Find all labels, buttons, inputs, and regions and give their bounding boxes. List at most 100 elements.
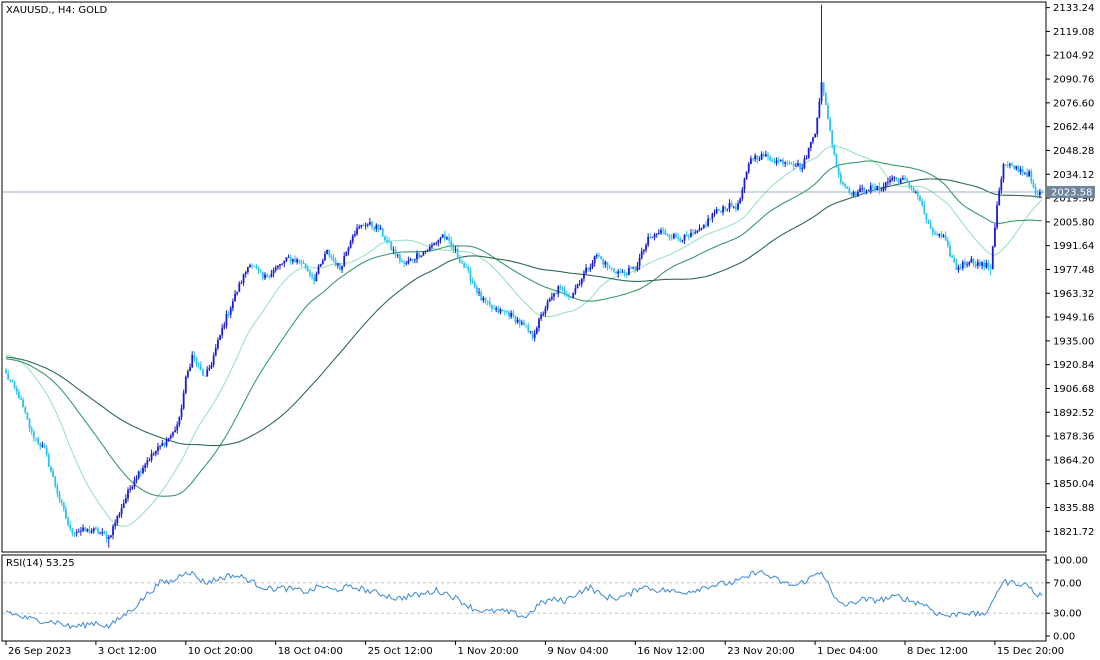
candle-body [824, 92, 827, 106]
time-tick-label: 18 Oct 04:00 [278, 646, 343, 657]
candle-body [737, 203, 739, 210]
candle-body [341, 266, 343, 270]
candle-body [991, 246, 994, 269]
candle-body [865, 190, 868, 192]
candle-body [829, 119, 831, 131]
candle-body [452, 245, 455, 250]
candle-body [281, 263, 284, 265]
candle-body [296, 259, 299, 263]
candle-body [974, 264, 977, 267]
candle-body [876, 186, 879, 191]
candle-body [488, 301, 491, 305]
candle-body [240, 282, 243, 284]
candle-body [107, 536, 110, 540]
candle-body [339, 263, 341, 270]
candle-body [193, 355, 196, 359]
price-tick-label: 2090.76 [1053, 75, 1094, 86]
candle-body [542, 313, 545, 315]
candle-body [839, 174, 842, 183]
candle-body [527, 326, 530, 332]
candle-body [653, 234, 656, 238]
time-tick-label: 16 Nov 12:00 [637, 646, 704, 657]
candle-body [743, 178, 746, 190]
candle-body [872, 185, 874, 187]
candle-body [613, 268, 615, 272]
candle-body [585, 267, 587, 273]
candle-body [311, 274, 313, 278]
candle-body [786, 162, 789, 164]
candle-body [124, 498, 127, 504]
price-tick-label: 2104.92 [1053, 51, 1094, 62]
candle-body [662, 230, 665, 232]
candle-body [816, 117, 819, 135]
candle-body [690, 232, 692, 237]
candle-body [109, 535, 112, 537]
candle-body [996, 205, 998, 228]
candle-body [300, 261, 303, 264]
chart-symbol-title: XAUUSD., H4: GOLD [6, 5, 108, 16]
candle-body [304, 263, 307, 269]
candle-body [604, 262, 607, 265]
candle-body [809, 141, 812, 148]
candle-body [724, 206, 727, 209]
candle-body [229, 308, 232, 315]
candle-body [54, 476, 57, 487]
candle-body [627, 267, 630, 276]
candle-body [728, 203, 731, 209]
candle-body [713, 213, 716, 215]
candle-body [283, 260, 286, 264]
price-tick-label: 1864.20 [1053, 455, 1094, 466]
candle-body [1000, 179, 1003, 191]
candle-body [58, 493, 61, 500]
candle-body [563, 289, 566, 294]
candle-body [503, 311, 506, 312]
candle-body [979, 261, 981, 266]
candle-body [62, 502, 65, 510]
candle-body [985, 262, 988, 268]
candle-body [120, 508, 123, 514]
candle-body [309, 271, 311, 275]
candle-body [893, 177, 896, 179]
candle-body [443, 234, 446, 240]
candle-body [1034, 187, 1037, 195]
candle-body [386, 240, 388, 242]
candle-body [1032, 181, 1035, 188]
rsi-tick-label: 0.00 [1053, 632, 1075, 643]
candle-body [272, 270, 275, 274]
candle-body [797, 163, 799, 166]
candle-body [461, 262, 463, 264]
candle-body [289, 257, 292, 262]
candle-body [73, 533, 76, 534]
candle-body [9, 379, 12, 381]
candle-body [1013, 165, 1016, 169]
candle-body [773, 161, 776, 163]
candle-body [861, 188, 864, 189]
candle-body [396, 254, 399, 256]
candle-body [820, 82, 823, 102]
candle-body [897, 178, 900, 183]
candle-body [15, 387, 18, 392]
candle-body [1021, 169, 1024, 173]
price-tick-label: 2048.28 [1053, 146, 1094, 157]
candle-body [752, 158, 754, 160]
candle-body [895, 177, 898, 179]
price-tick-label: 1935.00 [1053, 336, 1094, 347]
candle-body [630, 267, 632, 269]
rsi-axis: 100.00 70.00 30.00 0.00 [1046, 556, 1088, 643]
candle-body [771, 160, 774, 162]
candle-body [439, 237, 442, 240]
candle-body [857, 192, 859, 197]
candle-body [520, 322, 523, 324]
candle-body [951, 255, 953, 258]
price-tick-label: 2034.12 [1053, 170, 1094, 181]
candle-body [589, 267, 592, 270]
candle-body [764, 154, 767, 157]
candle-body [788, 162, 791, 164]
candle-body [174, 430, 176, 433]
candle-body [35, 438, 37, 440]
candle-body [632, 267, 635, 269]
candle-body [818, 101, 821, 118]
candle-body [231, 301, 234, 309]
candle-body [675, 234, 677, 237]
